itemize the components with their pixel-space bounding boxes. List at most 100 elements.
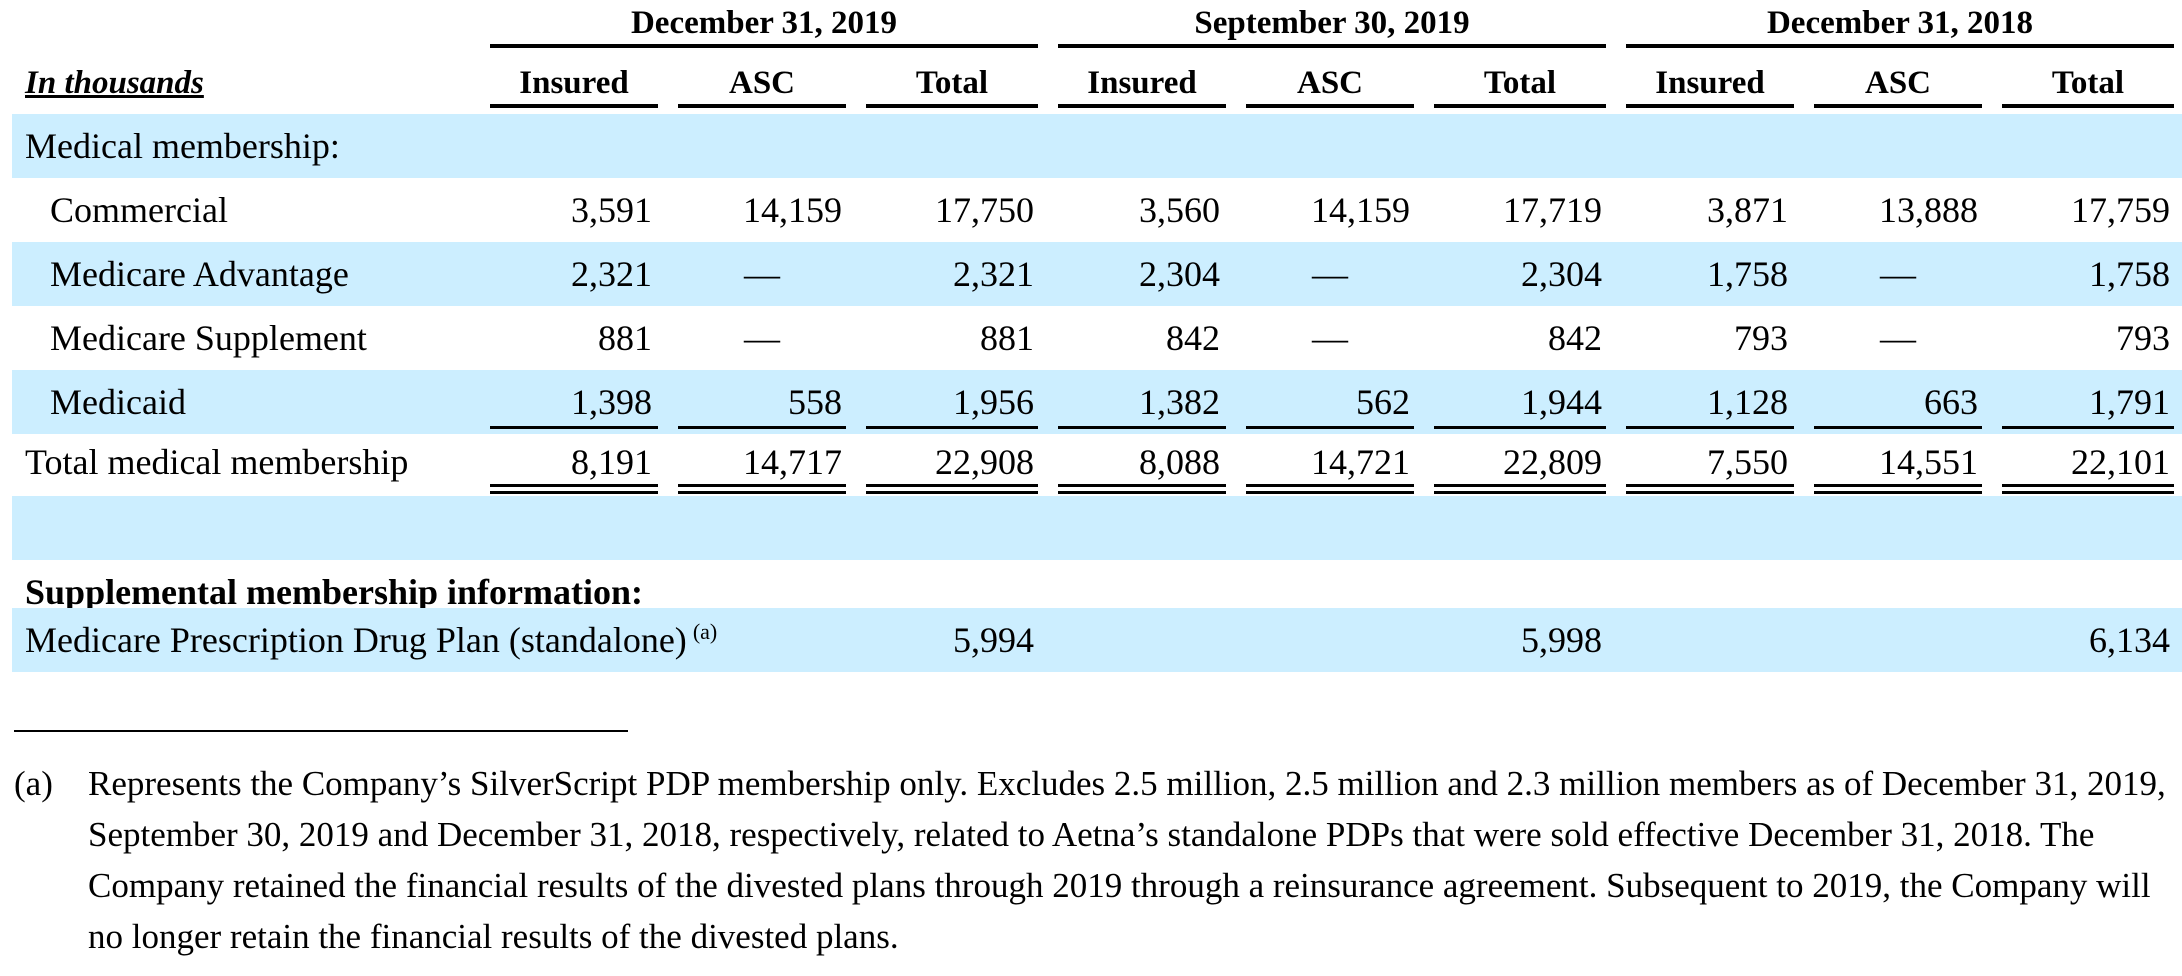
total-double-rule (1434, 484, 1606, 494)
table-row-commercial: Commercial 3,591 14,159 17,750 3,560 14,… (12, 178, 2182, 242)
row-label: Total medical membership (25, 442, 409, 482)
row-label: Medicare Supplement (50, 318, 367, 358)
cell-total-dec-2018: 17,759 (2071, 190, 2170, 230)
cell-pdp-dec-2018: 6,134 (2089, 620, 2170, 660)
cell-total-sep-2019: 22,809 (1503, 442, 1602, 482)
cell-insured-dec-2019: 2,321 (571, 254, 652, 294)
cell-total-sep-2019: 1,944 (1521, 382, 1602, 422)
period-header-sep-2019: September 30, 2019 (1058, 2, 1606, 48)
table-row-total: Total medical membership 8,191 14,717 22… (12, 430, 2182, 494)
subtotal-rule (1246, 426, 1414, 429)
row-label: Commercial (50, 190, 228, 230)
cell-insured-dec-2019: 8,191 (571, 442, 652, 482)
cell-total-sep-2019: 17,719 (1503, 190, 1602, 230)
pdp-label-text: Medicare Prescription Drug Plan (standal… (25, 620, 687, 660)
cell-asc-sep-2019: 14,721 (1311, 442, 1410, 482)
table-row-pdp: Medicare Prescription Drug Plan (standal… (12, 608, 2182, 672)
subtotal-rule (490, 426, 658, 429)
section-label-supplemental: Supplemental membership information: (25, 572, 644, 612)
col-total-dec-2019: Total (866, 62, 1038, 108)
cell-insured-dec-2018: 793 (1734, 318, 1788, 358)
cell-total-dec-2019: 2,321 (953, 254, 1034, 294)
subtotal-rule (866, 426, 1038, 429)
cell-asc-dec-2018: 13,888 (1879, 190, 1978, 230)
cell-insured-sep-2019: 1,382 (1139, 382, 1220, 422)
section-row-medical: Medical membership: (12, 114, 2182, 178)
total-double-rule (1626, 484, 1794, 494)
col-asc-dec-2019: ASC (678, 62, 846, 108)
footnote-separator (14, 730, 628, 732)
cell-total-dec-2018: 1,791 (2089, 382, 2170, 422)
subtotal-rule (1434, 426, 1606, 429)
cell-insured-sep-2019: 3,560 (1139, 190, 1220, 230)
total-double-rule (1058, 484, 1226, 494)
cell-total-dec-2019: 17,750 (935, 190, 1034, 230)
cell-insured-sep-2019: 842 (1166, 318, 1220, 358)
col-insured-dec-2018: Insured (1626, 62, 1794, 108)
cell-total-dec-2019: 881 (980, 318, 1034, 358)
cell-asc-dec-2018: 14,551 (1879, 442, 1978, 482)
cell-insured-dec-2019: 3,591 (571, 190, 652, 230)
subtotal-rule (1626, 426, 1794, 429)
cell-total-dec-2019: 1,956 (953, 382, 1034, 422)
cell-insured-dec-2018: 3,871 (1707, 190, 1788, 230)
col-insured-dec-2019: Insured (490, 62, 658, 108)
subtotal-rule (1814, 426, 1982, 429)
cell-asc-dec-2018: — (1880, 254, 1916, 294)
row-label: Medicare Advantage (50, 254, 349, 294)
cell-pdp-dec-2019: 5,994 (953, 620, 1034, 660)
section-label-medical: Medical membership: (25, 126, 340, 166)
col-total-dec-2018: Total (2002, 62, 2174, 108)
footnote-marker: (a) (14, 764, 53, 803)
period-header-dec-2019: December 31, 2019 (490, 2, 1038, 48)
table-row-medicare-supplement: Medicare Supplement 881 — 881 842 — 842 … (12, 306, 2182, 370)
unit-label: In thousands (25, 65, 204, 101)
cell-total-sep-2019: 842 (1548, 318, 1602, 358)
cell-insured-sep-2019: 8,088 (1139, 442, 1220, 482)
total-double-rule (678, 484, 846, 494)
cell-asc-dec-2018: — (1880, 318, 1916, 358)
col-total-sep-2019: Total (1434, 62, 1606, 108)
total-double-rule (866, 484, 1038, 494)
total-double-rule (1246, 484, 1414, 494)
cell-asc-dec-2019: 558 (788, 382, 842, 422)
footnote-text: Represents the Company’s SilverScript PD… (88, 764, 2166, 956)
total-double-rule (2002, 484, 2174, 494)
cell-insured-sep-2019: 2,304 (1139, 254, 1220, 294)
col-asc-sep-2019: ASC (1246, 62, 1414, 108)
cell-asc-dec-2019: — (744, 254, 780, 294)
cell-asc-dec-2019: — (744, 318, 780, 358)
subtotal-rule (2002, 426, 2174, 429)
cell-asc-dec-2019: 14,159 (743, 190, 842, 230)
cell-total-dec-2018: 1,758 (2089, 254, 2170, 294)
spacer-row (12, 496, 2182, 560)
subtotal-rule (1058, 426, 1226, 429)
cell-asc-sep-2019: — (1312, 254, 1348, 294)
table-row-medicaid: Medicaid 1,398 558 1,956 1,382 562 1,944… (12, 370, 2182, 434)
cell-total-dec-2018: 22,101 (2071, 442, 2170, 482)
total-double-rule (1814, 484, 1982, 494)
col-insured-sep-2019: Insured (1058, 62, 1226, 108)
cell-asc-sep-2019: 562 (1356, 382, 1410, 422)
cell-insured-dec-2018: 7,550 (1707, 442, 1788, 482)
cell-pdp-sep-2019: 5,998 (1521, 620, 1602, 660)
footnote-ref: (a) (692, 619, 718, 644)
cell-asc-dec-2019: 14,717 (743, 442, 842, 482)
cell-insured-dec-2018: 1,128 (1707, 382, 1788, 422)
cell-total-sep-2019: 2,304 (1521, 254, 1602, 294)
cell-insured-dec-2018: 1,758 (1707, 254, 1788, 294)
subtotal-rule (678, 426, 846, 429)
cell-asc-dec-2018: 663 (1924, 382, 1978, 422)
cell-insured-dec-2019: 881 (598, 318, 652, 358)
row-label: Medicare Prescription Drug Plan (standal… (25, 608, 717, 672)
cell-asc-sep-2019: 14,159 (1311, 190, 1410, 230)
period-header-dec-2018: December 31, 2018 (1626, 2, 2174, 48)
row-label: Medicaid (50, 382, 186, 422)
section-row-supplemental: Supplemental membership information: (12, 560, 2182, 624)
total-double-rule (490, 484, 658, 494)
table-row-medicare-advantage: Medicare Advantage 2,321 — 2,321 2,304 —… (12, 242, 2182, 306)
cell-insured-dec-2019: 1,398 (571, 382, 652, 422)
cell-asc-sep-2019: — (1312, 318, 1348, 358)
col-asc-dec-2018: ASC (1814, 62, 1982, 108)
